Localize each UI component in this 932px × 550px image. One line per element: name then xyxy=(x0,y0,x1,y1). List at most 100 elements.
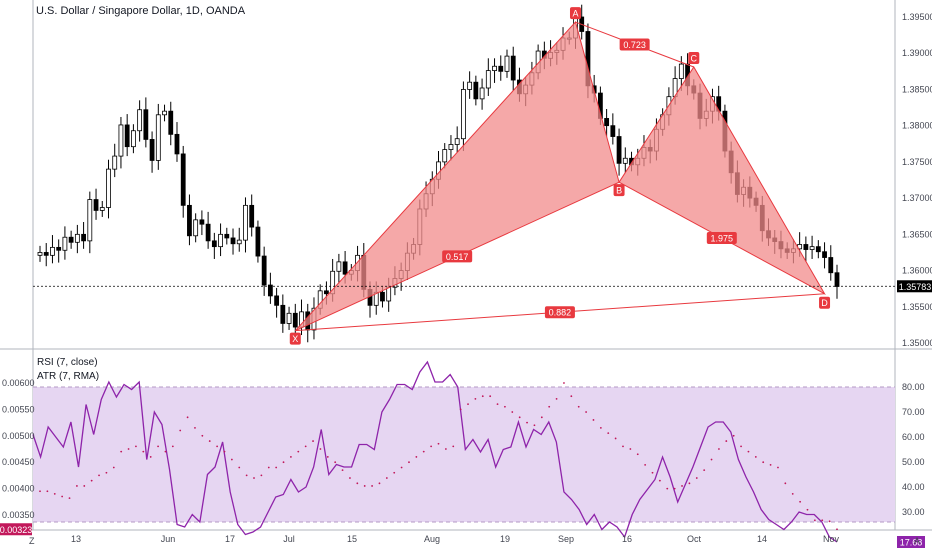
atr-dot xyxy=(754,456,757,458)
atr-dot xyxy=(201,434,204,437)
atr-dot xyxy=(703,469,706,472)
candle xyxy=(236,227,242,252)
atr-dot xyxy=(400,466,403,469)
atr-tick-label: 0.00550 xyxy=(2,404,35,414)
candle-body xyxy=(81,233,86,242)
candle xyxy=(187,194,192,246)
atr-dot xyxy=(769,463,772,466)
candle-body xyxy=(62,236,68,251)
ratio-label-xad-text: 0.882 xyxy=(549,308,572,318)
candle xyxy=(822,242,827,269)
rsi-legend: RSI (7, close) xyxy=(37,357,98,368)
rsi-last-bg xyxy=(897,536,925,548)
ratio-label-abc-text: 0.723 xyxy=(623,40,646,50)
candle-body xyxy=(130,130,136,148)
candle-body xyxy=(162,110,167,116)
atr-dot xyxy=(762,461,765,464)
rsi-line xyxy=(32,360,838,543)
atr-dot xyxy=(135,445,137,448)
price-tick-label: 1.36000 xyxy=(902,266,932,276)
point-label-c-bg xyxy=(688,51,700,64)
atr-dot xyxy=(710,458,713,461)
atr-dot xyxy=(688,482,691,485)
atr-dot xyxy=(555,397,558,400)
candle xyxy=(168,101,174,146)
atr-tick-label: 0.00450 xyxy=(2,457,35,467)
atr-dot xyxy=(408,461,410,464)
corner-right-label: A xyxy=(914,536,921,546)
atr-dot xyxy=(157,445,159,448)
candle xyxy=(604,109,610,137)
candle xyxy=(809,235,815,259)
candle xyxy=(143,97,149,148)
point-label-x: X xyxy=(289,332,301,345)
atr-dot xyxy=(540,416,543,419)
ratio-label-xab-bg xyxy=(442,250,473,263)
atr-dot xyxy=(415,456,418,458)
candle-body xyxy=(461,89,466,140)
candle-body xyxy=(180,153,186,206)
candle xyxy=(112,143,118,178)
candle-body xyxy=(292,312,298,328)
atr-dot xyxy=(61,495,64,498)
candle xyxy=(448,135,454,161)
point-label-x-text: X xyxy=(292,334,298,344)
candle-body xyxy=(249,204,255,228)
point-label-d-text: D xyxy=(821,298,828,308)
atr-dot xyxy=(230,458,233,461)
time-tick-label: 14 xyxy=(757,534,767,544)
point-label-d: D xyxy=(819,296,831,309)
atr-dot xyxy=(393,471,396,474)
atr-dot xyxy=(75,485,78,487)
atr-dot xyxy=(799,500,802,503)
candle-body xyxy=(124,124,130,148)
candle-body xyxy=(498,65,504,72)
candle-body xyxy=(236,239,242,245)
point-label-x-bg xyxy=(289,332,301,345)
candle-body xyxy=(112,155,118,170)
atr-dot xyxy=(607,432,610,435)
price-tick-label: 1.38500 xyxy=(902,84,932,94)
atr-dot xyxy=(437,442,440,445)
candle-body xyxy=(261,255,267,286)
atr-dot xyxy=(341,469,344,472)
atr-dot xyxy=(629,448,632,450)
candle-body xyxy=(118,124,124,157)
candle xyxy=(498,55,504,81)
atr-dots xyxy=(39,382,838,531)
atr-dot xyxy=(791,492,794,495)
atr-dot xyxy=(518,416,521,419)
price-tick-label: 1.39000 xyxy=(902,48,932,58)
atr-dot xyxy=(533,424,536,427)
candle-body xyxy=(274,295,280,306)
candle-body xyxy=(267,284,273,297)
atr-dot xyxy=(467,403,469,406)
candle-body xyxy=(492,65,497,72)
candle-body xyxy=(87,199,93,242)
time-tick-label: Jun xyxy=(161,534,176,544)
time-tick-label: 13 xyxy=(71,534,81,544)
atr-dot xyxy=(208,440,211,442)
atr-dot xyxy=(681,485,683,487)
atr-legend: ATR (7, RMA) xyxy=(37,371,100,382)
atr-dot xyxy=(326,456,329,458)
rsi-tick-label: 70.00 xyxy=(902,407,925,417)
ratio-label-xad-bg xyxy=(544,306,575,319)
atr-dot xyxy=(740,445,742,448)
ratio-label-bcd: 1.975 xyxy=(706,231,737,244)
atr-dot xyxy=(526,421,528,424)
atr-dot xyxy=(452,445,455,448)
atr-dot xyxy=(474,397,477,400)
rsi-tick-label: 80.00 xyxy=(902,382,925,392)
candle xyxy=(336,253,342,284)
atr-dot xyxy=(599,426,602,429)
rsi-last-value: 17.68 xyxy=(900,538,923,548)
candle-body xyxy=(93,199,99,211)
atr-dot xyxy=(548,405,551,408)
atr-last-bg xyxy=(0,523,32,536)
atr-dot xyxy=(777,466,779,469)
candle-body xyxy=(280,304,286,324)
candle-body xyxy=(68,236,74,243)
atr-dot xyxy=(68,497,71,500)
